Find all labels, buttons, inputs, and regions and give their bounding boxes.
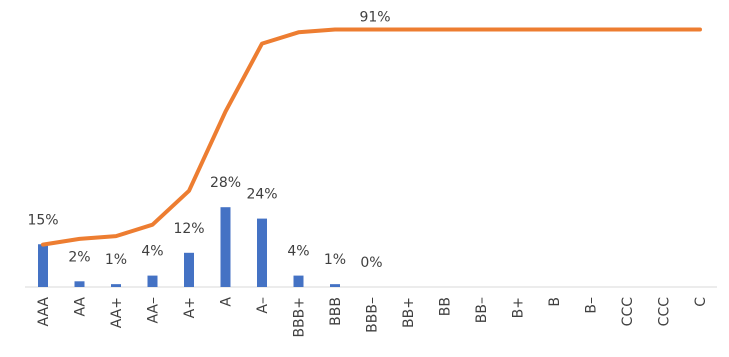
bar-A-6 xyxy=(257,218,267,287)
x-tick-label: BB– xyxy=(474,297,490,323)
bar-A-5 xyxy=(220,207,231,287)
bar-data-label: 28% xyxy=(210,175,241,191)
x-tick-label: A– xyxy=(255,297,271,314)
bar-AA-3 xyxy=(147,275,158,287)
x-tick-label: AAA xyxy=(36,297,52,327)
x-tick-label: B xyxy=(547,297,563,307)
x-tick-label: AA xyxy=(73,297,89,317)
bar-data-label: 4% xyxy=(287,244,309,260)
line-series xyxy=(41,27,702,247)
bar-AAA-0 xyxy=(38,244,48,287)
line-data-label: 91% xyxy=(359,10,390,26)
bar-data-label: 2% xyxy=(68,249,90,265)
x-tick-label: BBB– xyxy=(365,297,381,333)
bar-BBB-8 xyxy=(330,284,340,287)
x-tick-label: CCC xyxy=(657,297,673,327)
bar-data-label: 4% xyxy=(141,244,163,260)
bar-data-label: 24% xyxy=(246,187,277,203)
x-tick-label: A xyxy=(219,297,235,307)
line-data-labels: 91% xyxy=(359,10,390,26)
bar-data-label: 1% xyxy=(105,252,127,268)
bar-AA-2 xyxy=(111,284,121,287)
x-tick-label: B– xyxy=(584,297,600,314)
x-tick-label: B+ xyxy=(511,297,527,318)
bar-data-label: 0% xyxy=(360,255,382,271)
bar-BBB-7 xyxy=(293,275,304,287)
x-tick-label: A+ xyxy=(182,297,198,318)
bar-AA-1 xyxy=(74,281,85,287)
x-tick-label: BB+ xyxy=(401,297,417,328)
bar-data-label: 1% xyxy=(324,252,346,268)
bar-data-label: 15% xyxy=(27,212,58,228)
bar-A-4 xyxy=(184,252,194,287)
x-tick-label: BB xyxy=(438,297,454,316)
x-tick-label: C xyxy=(693,297,709,307)
bar-data-labels: 15% 2% 1% 4% 12% 28% 24% 4% 1% 0% xyxy=(27,175,382,271)
x-tick-labels: AAA AA AA+ AA– A+ A A– BBB+ BBB BBB– BB+ BB BB– B+ B B–… xyxy=(36,297,709,338)
x-tick-label: CCC xyxy=(620,297,636,327)
x-tick-label: AA+ xyxy=(109,297,125,328)
x-tick-label: BBB xyxy=(328,297,344,326)
x-tick-label: BBB+ xyxy=(292,297,308,338)
bar-data-label: 12% xyxy=(173,221,204,237)
bar-series xyxy=(38,207,340,287)
cumulative-line xyxy=(41,27,702,247)
x-tick-label: AA– xyxy=(146,297,162,324)
